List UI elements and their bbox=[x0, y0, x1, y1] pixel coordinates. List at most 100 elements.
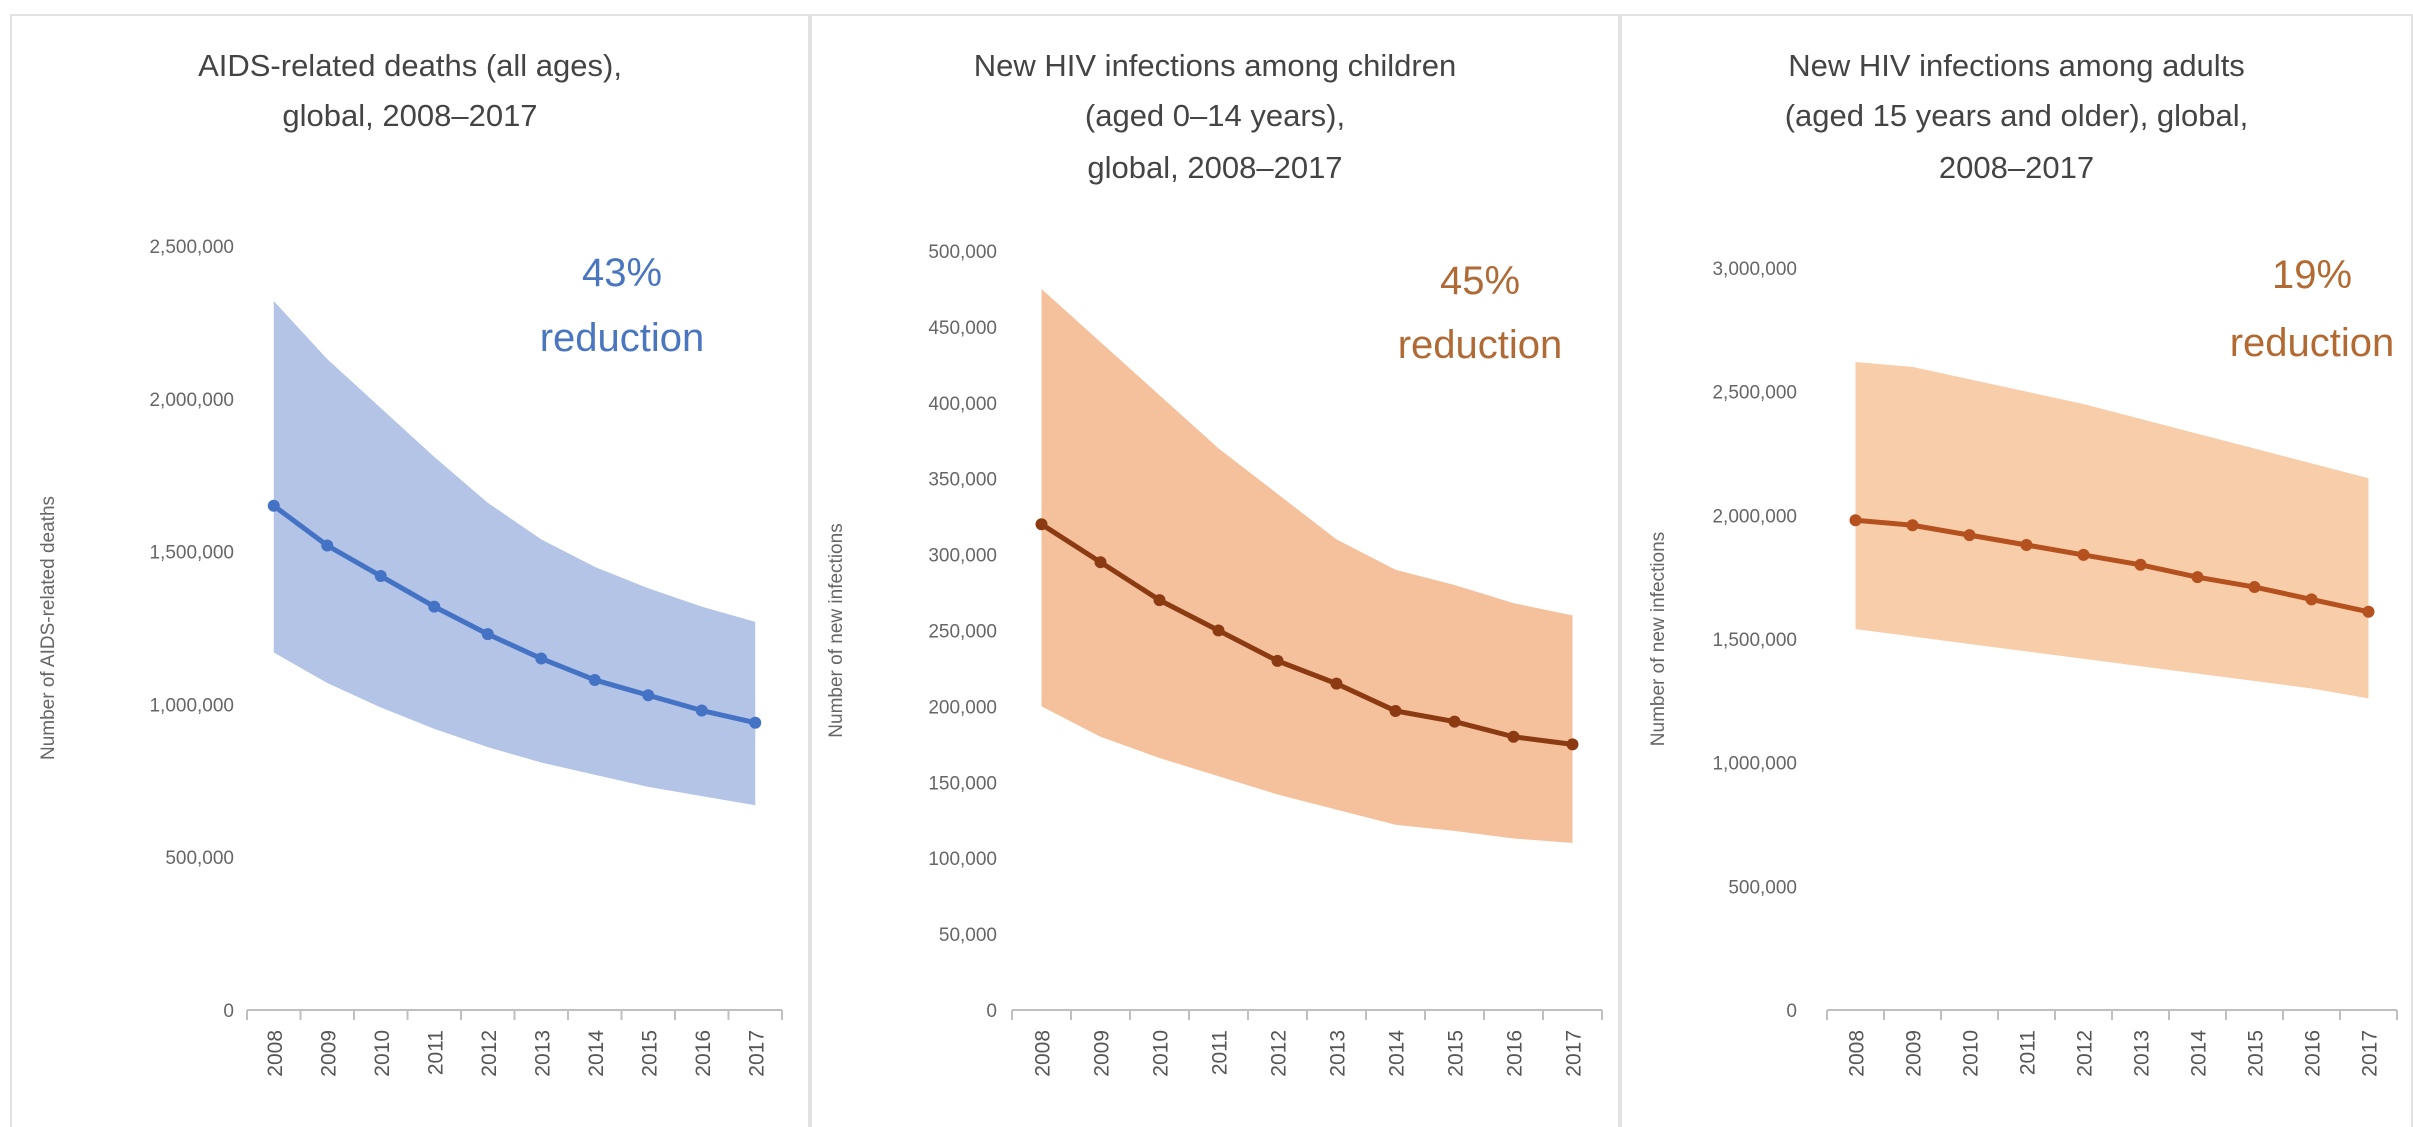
x-tick-label: 2008 bbox=[264, 1030, 287, 1077]
x-tick-label: 2017 bbox=[745, 1030, 768, 1077]
chart-title-line: (aged 15 years and older), global, bbox=[1785, 98, 2249, 133]
annotation-percent: 45% bbox=[1440, 259, 1520, 303]
x-tick-label: 2012 bbox=[1268, 1030, 1291, 1077]
data-point bbox=[2020, 539, 2033, 552]
data-point bbox=[1963, 529, 1976, 542]
chart-title-line: New HIV infections among children bbox=[974, 48, 1456, 83]
x-tick-label: 2011 bbox=[424, 1030, 447, 1075]
annotation-reduction: reduction bbox=[1398, 323, 1563, 367]
y-tick-label: 500,000 bbox=[165, 848, 234, 869]
x-tick-label: 2015 bbox=[2245, 1030, 2268, 1077]
data-point bbox=[1035, 518, 1048, 531]
data-point bbox=[1094, 556, 1107, 569]
series-line bbox=[1855, 517, 2370, 615]
panel-aids-deaths: AIDS-related deaths (all ages), global, 2… bbox=[10, 14, 810, 1127]
chart-infections-children: New HIV infections among children (aged 0… bbox=[826, 48, 1603, 1077]
y-tick-label: 2,000,000 bbox=[1712, 506, 1797, 527]
annotation-reduction: reduction bbox=[2230, 321, 2395, 365]
chart-title-line: New HIV infections among adults bbox=[1788, 48, 2245, 83]
y-tick-label: 1,000,000 bbox=[149, 695, 234, 716]
data-point bbox=[642, 689, 655, 702]
y-tick-label: 1,500,000 bbox=[1712, 630, 1797, 651]
x-tick-label: 2014 bbox=[1386, 1030, 1409, 1077]
y-tick-label: 500,000 bbox=[928, 242, 997, 263]
x-tick-label: 2017 bbox=[2359, 1030, 2382, 1077]
data-point bbox=[2134, 558, 2147, 571]
x-tick-label: 2011 bbox=[1209, 1030, 1232, 1075]
chart-title-line: global, 2008–2017 bbox=[1087, 150, 1342, 185]
data-point bbox=[2305, 593, 2318, 606]
x-tick-label: 2010 bbox=[371, 1030, 394, 1077]
y-axis-label: Number of new infections bbox=[1648, 532, 1669, 746]
y-tick-label: 200,000 bbox=[928, 697, 997, 718]
x-tick-label: 2009 bbox=[1903, 1030, 1926, 1077]
data-point bbox=[321, 539, 334, 552]
data-point bbox=[1906, 519, 1919, 532]
data-point bbox=[1271, 654, 1284, 667]
data-point bbox=[1448, 715, 1461, 728]
y-tick-label: 2,000,000 bbox=[149, 390, 234, 411]
y-tick-label: 3,000,000 bbox=[1712, 259, 1797, 280]
uncertainty-band bbox=[273, 301, 756, 806]
annotation-percent: 43% bbox=[582, 251, 662, 295]
x-tick-label: 2016 bbox=[1504, 1030, 1527, 1077]
chart-title-line: global, 2008–2017 bbox=[282, 98, 537, 133]
y-tick-label: 250,000 bbox=[928, 622, 997, 643]
annotation-reduction: reduction bbox=[540, 316, 705, 360]
data-point bbox=[695, 704, 708, 717]
data-point bbox=[1389, 704, 1402, 717]
x-tick-label: 2013 bbox=[2131, 1030, 2154, 1077]
data-point bbox=[374, 570, 387, 583]
x-tick-label: 2017 bbox=[1563, 1030, 1586, 1077]
data-point bbox=[749, 716, 762, 729]
x-tick-label: 2008 bbox=[1846, 1030, 1869, 1077]
x-tick-label: 2010 bbox=[1150, 1030, 1173, 1077]
panel-infections-adults: New HIV infections among adults (aged 15 … bbox=[1620, 14, 2413, 1127]
y-tick-label: 1,500,000 bbox=[149, 543, 234, 564]
y-tick-label: 400,000 bbox=[928, 394, 997, 415]
y-tick-label: 0 bbox=[986, 1001, 997, 1022]
x-tick-label: 2009 bbox=[1091, 1030, 1114, 1077]
data-point bbox=[1153, 594, 1166, 607]
data-point bbox=[481, 628, 494, 641]
x-tick-label: 2013 bbox=[531, 1030, 554, 1077]
y-tick-label: 50,000 bbox=[939, 925, 997, 946]
data-point bbox=[2077, 548, 2090, 561]
annotation-percent: 19% bbox=[2272, 253, 2352, 297]
x-tick-label: 2011 bbox=[2017, 1030, 2040, 1075]
x-tick-label: 2012 bbox=[478, 1030, 501, 1077]
x-tick-label: 2016 bbox=[2302, 1030, 2325, 1077]
data-point bbox=[2362, 605, 2375, 618]
data-point bbox=[428, 600, 441, 613]
y-tick-label: 1,000,000 bbox=[1712, 754, 1797, 775]
uncertainty-band bbox=[1041, 288, 1573, 844]
uncertainty-band bbox=[1855, 361, 2369, 699]
x-tick-label: 2010 bbox=[1960, 1030, 1983, 1077]
data-point bbox=[535, 652, 548, 665]
chart-aids-deaths: AIDS-related deaths (all ages), global, 2… bbox=[38, 48, 783, 1077]
y-tick-label: 0 bbox=[223, 1001, 234, 1022]
y-tick-label: 100,000 bbox=[928, 849, 997, 870]
chart-title-line: AIDS-related deaths (all ages), bbox=[198, 48, 622, 83]
series-line bbox=[1040, 522, 1573, 747]
x-tick-label: 2015 bbox=[638, 1030, 661, 1077]
series-line bbox=[272, 503, 756, 726]
x-tick-label: 2009 bbox=[317, 1030, 340, 1077]
chart-title-line: (aged 0–14 years), bbox=[1085, 98, 1345, 133]
y-tick-label: 450,000 bbox=[928, 318, 997, 339]
y-tick-label: 150,000 bbox=[928, 773, 997, 794]
y-axis-label: Number of new infections bbox=[826, 523, 847, 737]
data-point bbox=[1507, 730, 1520, 743]
y-axis-label: Number of AIDS-related deaths bbox=[38, 496, 59, 760]
x-tick-label: 2008 bbox=[1032, 1030, 1055, 1077]
y-tick-label: 0 bbox=[1786, 1001, 1797, 1022]
data-point bbox=[2248, 581, 2261, 594]
data-point bbox=[1212, 624, 1225, 637]
y-tick-label: 500,000 bbox=[1728, 877, 1797, 898]
x-tick-label: 2014 bbox=[585, 1030, 608, 1077]
data-point bbox=[2191, 571, 2204, 584]
y-tick-label: 2,500,000 bbox=[1712, 383, 1797, 404]
data-point bbox=[267, 499, 280, 512]
data-point bbox=[1330, 677, 1343, 690]
